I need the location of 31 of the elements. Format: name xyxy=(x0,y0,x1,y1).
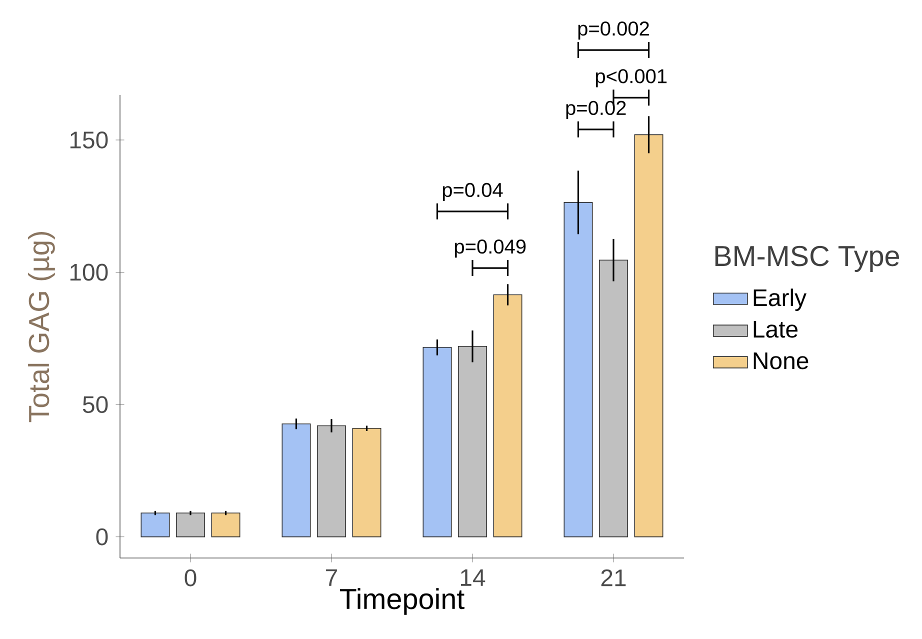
x-tick-label: 14 xyxy=(460,569,486,586)
legend-label: None xyxy=(754,352,808,370)
bar xyxy=(316,425,346,538)
bar xyxy=(352,428,382,538)
bar xyxy=(564,202,593,538)
bar xyxy=(598,260,628,538)
x-tick-label: 21 xyxy=(601,569,626,586)
bar xyxy=(458,346,487,538)
bar xyxy=(282,423,311,538)
text: p=0.002 xyxy=(578,22,649,40)
annotation: p=0.04 xyxy=(442,182,503,202)
x-tick-label: 7 xyxy=(326,569,337,586)
bar xyxy=(211,512,240,538)
y-tick-label: 100 xyxy=(70,264,108,281)
annotation: p=0.049 xyxy=(454,240,526,258)
legend-label: Early xyxy=(754,288,807,311)
y-tick-label: 50 xyxy=(82,396,108,414)
annotation: p=0.02 xyxy=(566,100,626,119)
x-axis-title: Timepoint xyxy=(340,588,464,615)
text: p<0.001 xyxy=(596,69,667,88)
bar xyxy=(634,134,664,538)
legend-label: Late xyxy=(754,321,798,338)
bar xyxy=(422,347,452,538)
y-tick-label: 0 xyxy=(96,528,108,546)
bar xyxy=(176,512,205,538)
legend-title: BM-MSC Type xyxy=(715,246,900,272)
y-tick-label: 150 xyxy=(70,131,108,148)
y-axis-title: Total GAG (µg) xyxy=(28,232,55,422)
bar xyxy=(140,512,170,538)
x-tick-label: 0 xyxy=(184,569,196,586)
bar xyxy=(493,294,522,538)
